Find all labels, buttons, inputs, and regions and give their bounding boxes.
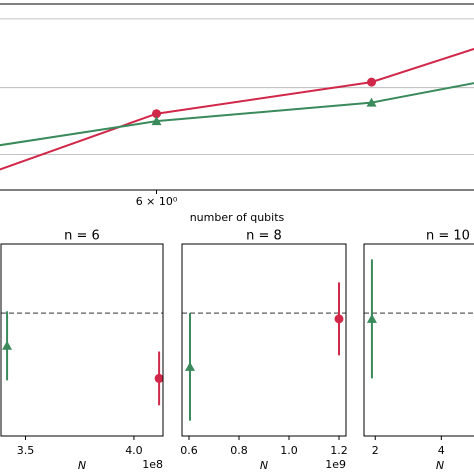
marker <box>154 373 164 383</box>
panel-title: n = 10 <box>426 229 470 244</box>
plot <box>0 47 474 171</box>
marker <box>152 109 162 119</box>
x-tick-label: 3.5 <box>17 444 35 457</box>
x-tick-label: 0.6 <box>180 444 198 457</box>
marker <box>185 361 195 371</box>
marker <box>366 97 377 107</box>
x-offset: 1e8 <box>142 458 163 471</box>
x-label: N <box>260 459 268 472</box>
marker <box>367 77 377 87</box>
marker <box>2 340 13 350</box>
marker <box>151 116 162 126</box>
x-tick-label: 1.2 <box>330 444 348 457</box>
axes-frame <box>0 243 164 437</box>
panel-title: n = 6 <box>64 229 100 244</box>
axes-frame <box>363 243 474 437</box>
marker <box>334 314 344 324</box>
x-tick-label: 4 <box>438 444 445 457</box>
axes-frame <box>181 243 347 437</box>
series-line <box>0 82 474 147</box>
panel-title: n = 8 <box>246 229 282 244</box>
marker <box>366 313 377 323</box>
x-label: number of qubits <box>190 211 285 224</box>
x-tick-label: 2 <box>372 444 379 457</box>
x-tick-label: 1.0 <box>280 444 298 457</box>
x-label: N <box>78 459 86 472</box>
x-tick-label: 6 × 10⁰ <box>136 195 178 208</box>
x-offset: 1e9 <box>325 458 346 471</box>
x-tick-label: 4.0 <box>125 444 143 457</box>
x-label: N <box>436 459 444 472</box>
series-line <box>0 47 474 171</box>
x-tick-label: 0.8 <box>230 444 248 457</box>
